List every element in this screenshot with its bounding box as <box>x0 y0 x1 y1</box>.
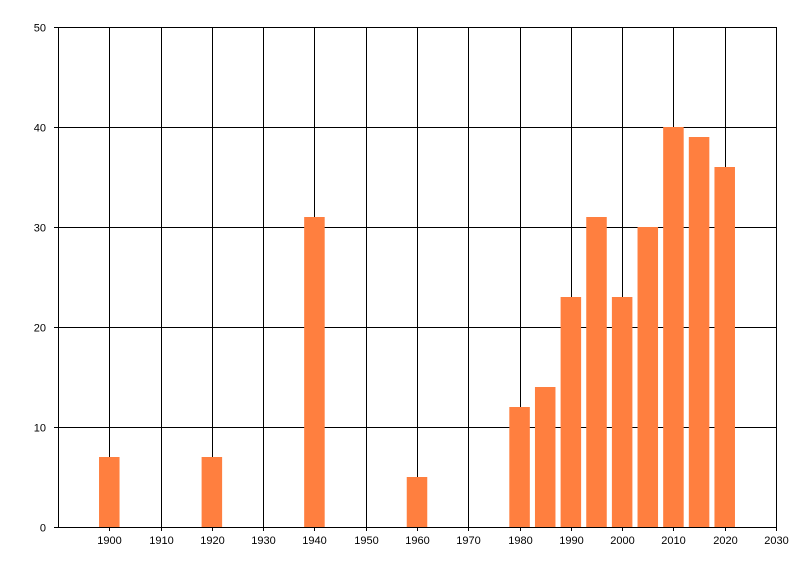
x-tick-label: 1990 <box>559 535 583 547</box>
bar-1960 <box>406 477 428 527</box>
bar-1940 <box>304 217 325 527</box>
bar-1920 <box>201 457 223 527</box>
x-tick-label: 1940 <box>302 535 326 547</box>
x-tick-label: 2000 <box>610 535 634 547</box>
bar-1985 <box>534 387 556 527</box>
x-tick-label: 2030 <box>764 535 788 547</box>
x-tick-label: 1950 <box>354 535 378 547</box>
bars <box>99 127 735 527</box>
y-tick-label: 0 <box>40 523 46 535</box>
bar-2005 <box>637 227 659 527</box>
bar-2020 <box>714 167 735 527</box>
y-tick-label: 10 <box>34 423 46 435</box>
bar-1995 <box>586 217 607 527</box>
y-tick-label: 50 <box>34 23 46 35</box>
x-tick-label: 1970 <box>456 535 480 547</box>
bar-2010 <box>663 127 684 527</box>
bar-1990 <box>560 297 582 527</box>
bar-2015 <box>688 137 710 527</box>
y-tick-label: 20 <box>34 323 46 335</box>
x-axis-ticks: 1900 1910 1920 1930 1940 1950 1960 1970 1980 1990… <box>97 527 789 547</box>
x-tick-label: 1980 <box>508 535 532 547</box>
x-tick-label: 1910 <box>149 535 173 547</box>
x-tick-label: 1900 <box>97 535 121 547</box>
x-tick-label: 2010 <box>661 535 685 547</box>
x-tick-label: 2020 <box>713 535 737 547</box>
y-axis-ticks: 0 10 20 30 40 50 <box>34 23 58 535</box>
y-tick-label: 40 <box>34 123 46 135</box>
y-tick-label: 30 <box>34 223 46 235</box>
x-tick-label: 1960 <box>405 535 429 547</box>
bar-1980 <box>509 407 530 527</box>
x-tick-label: 1920 <box>200 535 224 547</box>
bar-2000 <box>611 297 633 527</box>
bar-1900 <box>99 457 120 527</box>
x-tick-label: 1930 <box>251 535 275 547</box>
